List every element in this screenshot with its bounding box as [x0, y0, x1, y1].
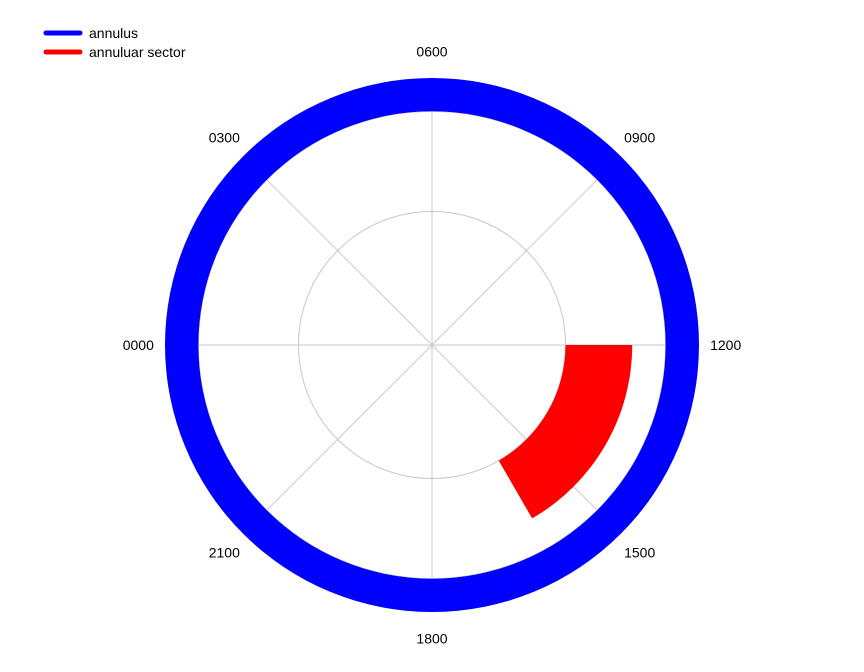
legend-label-annulus: annulus: [89, 25, 138, 41]
angular-grid-spoke-2100: [266, 344, 433, 511]
tick-label-1200: 1200: [710, 337, 741, 353]
tick-label-0600: 0600: [416, 43, 447, 59]
tick-label-2100: 2100: [209, 545, 240, 561]
series-annular-sector: [498, 345, 633, 519]
tick-label-1500: 1500: [624, 545, 655, 561]
tick-label-0000: 0000: [123, 337, 154, 353]
legend: annulus annuluar sector: [43, 25, 186, 60]
legend-label-annular-sector: annuluar sector: [89, 44, 186, 60]
angular-grid-spoke-0300: [266, 179, 433, 346]
tick-label-1800: 1800: [416, 631, 447, 647]
tick-label-0300: 0300: [209, 129, 240, 145]
tick-label-0900: 0900: [624, 129, 655, 145]
series-layer: [165, 78, 699, 612]
angular-grid-spoke-0900: [431, 179, 598, 346]
angular-tick-labels: 0000 0300 0600 0900 1200 1500 1800 2100: [123, 43, 742, 646]
